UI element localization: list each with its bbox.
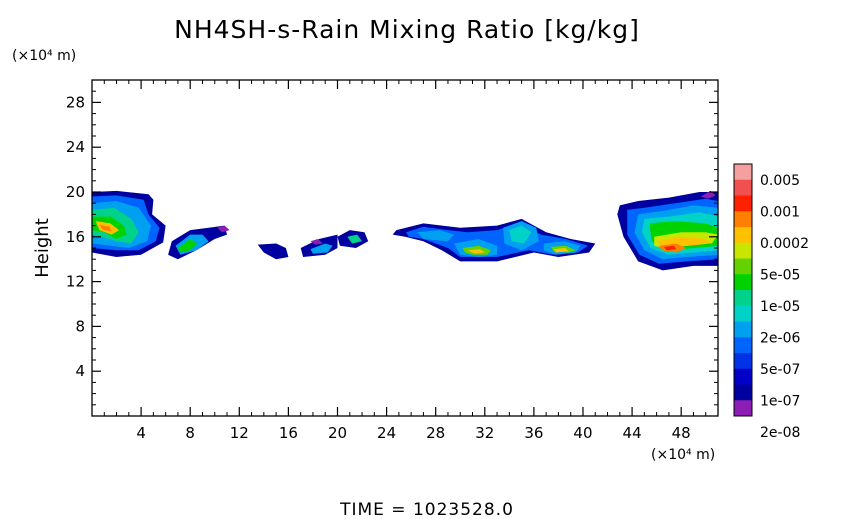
field-contour <box>509 225 532 244</box>
x-tick-label: 12 <box>230 424 249 442</box>
colorbar-swatch <box>734 321 752 338</box>
field-contour <box>664 245 677 251</box>
x-tick-label: 24 <box>377 424 396 442</box>
colorbar-label: 1e-05 <box>760 299 800 315</box>
x-tick-label: 16 <box>279 424 298 442</box>
field-contour <box>700 190 716 199</box>
colorbar-swatch <box>734 368 752 385</box>
colorbar-frame <box>733 163 753 417</box>
colorbar-label: 5e-07 <box>760 362 800 378</box>
chart-title: NH4SH-s-Rain Mixing Ratio [kg/kg] <box>174 15 640 44</box>
field-contour <box>310 239 323 245</box>
colorbar-swatch <box>734 195 752 212</box>
field-contour <box>177 239 198 253</box>
x-tick-label: 40 <box>573 424 592 442</box>
y-tick-label: 12 <box>66 273 85 291</box>
x-tick-label: 32 <box>475 424 494 442</box>
field-contour <box>553 248 569 253</box>
colorbar-label: 2e-06 <box>760 330 800 346</box>
field-contour <box>347 234 362 244</box>
colorbar-label: 0.0002 <box>760 236 809 252</box>
field-contour <box>417 230 455 242</box>
colorbar-swatch <box>734 337 752 354</box>
x-tick-label: 44 <box>623 424 642 442</box>
colorbar-swatch <box>734 384 752 401</box>
colorbar-label: 5e-05 <box>760 267 800 283</box>
colorbar-label: 0.001 <box>760 204 800 220</box>
colorbar-label: 0.005 <box>760 173 800 189</box>
colorbar-swatch <box>734 242 752 259</box>
colorbar-swatch <box>734 211 752 228</box>
field-contour <box>406 223 588 257</box>
colorbar-swatch <box>734 179 752 196</box>
y-tick-label: 20 <box>66 183 85 201</box>
colorbar-swatch <box>734 400 752 417</box>
colorbar-swatch <box>734 290 752 307</box>
y-tick-label: 8 <box>75 317 85 335</box>
x-tick-label: 28 <box>426 424 445 442</box>
x-tick-label: 36 <box>524 424 543 442</box>
data-field <box>92 190 718 271</box>
y-axis-label: Height <box>32 218 53 278</box>
colorbar-label: 1e-07 <box>760 393 800 409</box>
colorbar-label: 2e-08 <box>760 425 800 441</box>
colorbar: 0.005 0.001 0.0002 5e-05 1e-05 2e-06 5e-07 1e-0… <box>733 163 809 441</box>
y-tick-label: 4 <box>75 362 85 380</box>
colorbar-swatch <box>734 274 752 291</box>
x-tick-label: 20 <box>328 424 347 442</box>
y-axis-unit: (×10⁴ m) <box>12 48 76 64</box>
colorbar-swatch <box>734 164 752 181</box>
field-contour <box>467 249 485 254</box>
time-label: TIME = 1023528.0 <box>339 500 514 519</box>
field-contour <box>99 224 112 232</box>
y-tick-label: 16 <box>66 228 85 246</box>
y-tick-label: 28 <box>66 93 85 111</box>
colorbar-swatch <box>734 227 752 244</box>
x-tick-label: 4 <box>136 424 146 442</box>
y-tick-label: 24 <box>66 138 85 156</box>
x-tick-label: 8 <box>185 424 195 442</box>
colorbar-swatch <box>734 353 752 370</box>
field-contour <box>217 225 230 233</box>
field-contour <box>257 243 289 260</box>
x-tick-label: 48 <box>672 424 691 442</box>
colorbar-swatch <box>734 305 752 322</box>
field-contour <box>310 243 333 254</box>
x-axis-unit: (×10⁴ m) <box>651 447 715 463</box>
colorbar-swatch <box>734 258 752 275</box>
